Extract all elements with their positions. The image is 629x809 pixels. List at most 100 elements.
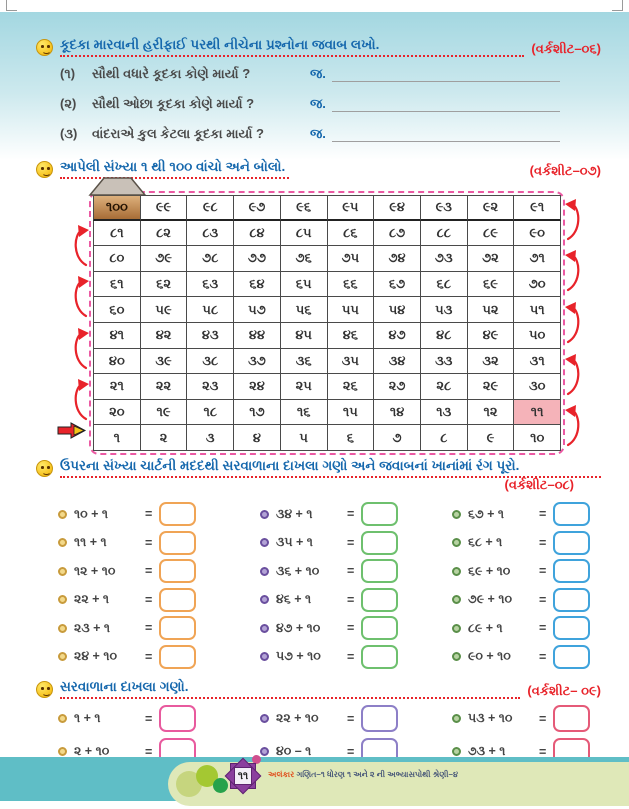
problem-row: ૨૩ + ૧ =: [58, 614, 260, 643]
number-cell: ૨૭: [374, 374, 421, 400]
problem-row: ૫૩ + ૧૦ =: [452, 702, 627, 735]
equals-sign: =: [145, 564, 153, 579]
number-cell: ૪૩: [187, 322, 235, 349]
number-cell: ૧: [93, 425, 141, 451]
bullet-icon: [260, 714, 269, 723]
number-cell: ૨૪: [234, 374, 281, 400]
number-cell: ૪૫: [280, 322, 328, 349]
bullet-icon: [58, 595, 67, 605]
number-cell: ૭૫: [327, 246, 375, 272]
problem-row: ૨૨ + ૧૦ =: [260, 702, 452, 735]
worksheet9-header: સરવાળાના દાખલા ગણો. (વર્કશીટ– ૦૯): [36, 679, 601, 699]
bullet-icon: [260, 566, 269, 576]
number-cell: ૭૩: [420, 246, 468, 272]
number-cell: ૪૬: [327, 322, 375, 349]
number-cell: ૩૯: [140, 348, 188, 375]
number-cell: ૫૦: [514, 322, 562, 349]
answer-box[interactable]: [553, 502, 591, 527]
heading-underline: સરવાળાના દાખલા ગણો.: [60, 679, 521, 699]
number-cell: ૪૮: [420, 322, 468, 349]
question-row: (૨) સૌથી ઓછા કૂદકા કોણે માર્યા ? જ.: [60, 96, 560, 112]
answer-box[interactable]: [361, 559, 399, 584]
snake-arrow-left: [74, 327, 89, 369]
number-cell: ૮૧: [93, 220, 141, 247]
number-grid-row: ૪૧ ૪૨ ૪૩ ૪૪ ૪૫ ૪૬ ૪૭ ૪૮ ૪૯ ૫૦: [93, 322, 562, 349]
number-cell: ૨૫: [280, 374, 328, 400]
answer-box[interactable]: [159, 587, 197, 612]
snake-arrow-left: [74, 224, 89, 266]
worksheet6-heading: કૂદકા મારવાની હરીફાઈ પરથી નીચેના પ્રશ્નો…: [60, 37, 380, 52]
answer-box[interactable]: [553, 530, 591, 555]
crop-mark: [612, 0, 623, 11]
problem-row: ૮૯ + ૧ =: [452, 614, 627, 643]
number-grid-row: ૪૦ ૩૯ ૩૮ ૩૭ ૩૬ ૩૫ ૩૪ ૩૩ ૩૨ ૩૧: [93, 348, 562, 375]
number-cell: ૯૪: [374, 195, 421, 221]
answer-box[interactable]: [361, 644, 399, 669]
answer-box[interactable]: [553, 644, 591, 669]
number-cell: ૩૦: [514, 374, 562, 400]
snake-arrow-left: [74, 276, 89, 318]
question-row: (૩) વાંદરાએ કુલ કેટલા કૂદકા માર્યા ? જ.: [60, 126, 560, 142]
answer-write-line[interactable]: [331, 68, 560, 82]
equals-sign: =: [539, 507, 547, 522]
number-chart-1-100: ૧૦૦ ૯૯ ૯૮ ૯૭ ૯૬ ૯૫ ૯૪ ૯૩ ૯૨ ૯૧ ૮૧ ૮૨ ૮૩ ૮૪ ૮૫ ૮૬ ૮૭ ૮૮ ૮૯ ૯…: [74, 177, 580, 455]
answer-box[interactable]: [159, 502, 197, 527]
number-cell: ૮૫: [280, 220, 328, 247]
answer-box[interactable]: [159, 530, 197, 555]
equals-sign: =: [145, 711, 153, 726]
answer-box[interactable]: [361, 502, 399, 527]
heading-underline: ઉપરના સંખ્યા ચાર્ટની મદદથી સરવાળાના દાખલ…: [60, 458, 601, 478]
number-cell: ૭૧: [514, 246, 562, 272]
number-cell: ૯૯: [140, 195, 188, 221]
problem-expression: ૨૩ + ૧: [74, 620, 111, 635]
answer-box[interactable]: [159, 705, 197, 732]
number-cell: ૯૨: [467, 195, 515, 221]
number-cell: ૯૫: [327, 195, 375, 221]
answer-write-line[interactable]: [331, 98, 560, 112]
problem-column: ૩૪ + ૧ = ૩૫ + ૧ = ૩૬ + ૧૦ = ૪૬ + ૧ = ૪૭ + ૧૦ = ૫૭ …: [260, 500, 452, 671]
number-cell: ૮: [420, 425, 468, 451]
worksheet6-label: (વર્કશીટ–૦૬): [531, 41, 601, 56]
footer-circle: [196, 765, 218, 787]
answer-box[interactable]: [553, 616, 591, 641]
number-cell: ૩૫: [327, 348, 375, 375]
answer-box[interactable]: [553, 587, 591, 612]
number-cell: ૨૦: [93, 399, 141, 426]
problem-expression: ૨૨ + ૧૦: [276, 711, 319, 725]
answer-write-line[interactable]: [331, 128, 560, 142]
answer-box[interactable]: [553, 705, 591, 732]
problem-expression: ૪૬ + ૧: [276, 592, 312, 607]
question-number: (૧): [60, 66, 76, 81]
bullet-icon: [452, 652, 461, 662]
answer-box[interactable]: [159, 644, 197, 669]
footer-series-name: અલંકાર: [268, 770, 295, 779]
house-roof-icon: [88, 177, 147, 196]
number-cell: ૪૪: [234, 322, 281, 349]
answer-box[interactable]: [159, 616, 197, 641]
number-grid-row: ૨૧ ૨૨ ૨૩ ૨૪ ૨૫ ૨૬ ૨૭ ૨૮ ૨૯ ૩૦: [93, 374, 562, 400]
number-cell: ૮૭: [374, 220, 421, 247]
answer-box[interactable]: [553, 559, 591, 584]
problem-expression: ૧૧ + ૧: [74, 535, 107, 550]
bullet-icon: [452, 595, 461, 605]
number-cell: ૬૮: [420, 271, 468, 298]
worksheet6-header: કૂદકા મારવાની હરીફાઈ પરથી નીચેના પ્રશ્નો…: [36, 37, 601, 57]
number-cell: ૬૦: [93, 297, 141, 323]
bullet-icon: [452, 566, 461, 576]
answer-box[interactable]: [361, 530, 399, 555]
page-top-gradient: [0, 12, 629, 160]
answer-box[interactable]: [361, 587, 399, 612]
bullet-icon: [452, 747, 461, 756]
problem-expression: ૬૭ + ૧: [468, 506, 505, 521]
number-cell: ૯૧: [514, 195, 562, 221]
crop-mark: [6, 0, 17, 11]
number-cell: ૫૧: [514, 297, 562, 323]
answer-box[interactable]: [361, 705, 399, 732]
problem-expression: ૫૭ + ૧૦: [276, 649, 321, 664]
number-cell: ૯: [467, 425, 515, 451]
answer-box[interactable]: [361, 616, 399, 641]
problem-column: ૧૦ + ૧ = ૧૧ + ૧ = ૧૨ + ૧૦ = ૨૨ + ૧ = ૨૩ + ૧ = ૨૪ +…: [58, 500, 260, 671]
number-cell: ૯૬: [280, 195, 328, 221]
answer-box[interactable]: [159, 559, 197, 584]
worksheet7-heading: આપેલી સંખ્યા ૧ થી ૧૦૦ વાંચો અને બોલો.: [60, 159, 286, 174]
